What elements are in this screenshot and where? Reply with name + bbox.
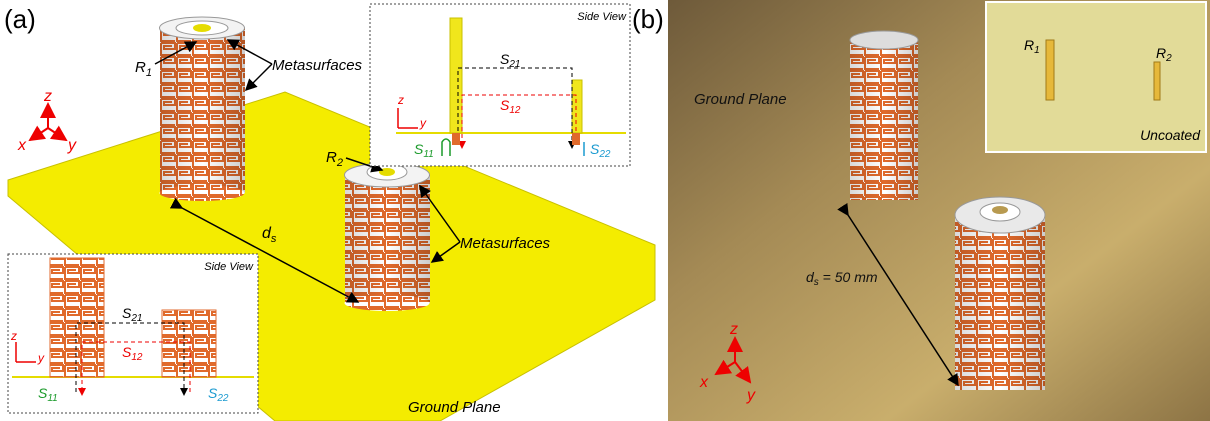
axis-z: z — [397, 93, 404, 107]
axis-z: z — [43, 88, 52, 105]
inset-caption: Uncoated — [1140, 127, 1201, 143]
ground-plane-label: Ground Plane — [408, 399, 501, 416]
resonator-1 — [160, 17, 246, 201]
ground-plane-label: Ground Plane — [694, 91, 787, 108]
axis-y: y — [419, 116, 427, 130]
side-view-bottom: Side View S21 S12 S11 S22 z y — [8, 254, 258, 413]
resonator-2 — [345, 163, 431, 311]
axis-z: z — [10, 329, 17, 343]
axis-x: x — [17, 137, 27, 154]
axis-x: x — [699, 374, 709, 391]
panel-b: (b) Ground Plane ds = 50 mm z x y — [632, 0, 1210, 421]
axis-y: y — [67, 137, 77, 154]
axis-y: y — [37, 351, 45, 365]
panel-label: (b) — [632, 4, 664, 34]
pointer — [246, 64, 272, 90]
axis-y: y — [746, 387, 756, 404]
axes — [30, 104, 66, 140]
panel-a: (a) Ground Plane z x y — [4, 4, 655, 421]
photo-resonator-1 — [850, 31, 918, 200]
inset-title: Side View — [577, 11, 627, 23]
panel-label: (a) — [4, 4, 36, 34]
side-view-top: Side View S21 S12 S11 S22 z y — [370, 4, 630, 166]
inset-title: Side View — [204, 261, 254, 273]
photo-resonator-2 — [955, 197, 1045, 390]
figure: (a) Ground Plane z x y — [0, 0, 1210, 421]
r1-label: R1 — [135, 59, 152, 79]
metasurfaces-label: Metasurfaces — [272, 57, 363, 74]
inset-uncoated: R1 R2 Uncoated — [986, 2, 1206, 152]
metasurfaces-label: Metasurfaces — [460, 235, 551, 252]
axis-z: z — [729, 321, 738, 338]
